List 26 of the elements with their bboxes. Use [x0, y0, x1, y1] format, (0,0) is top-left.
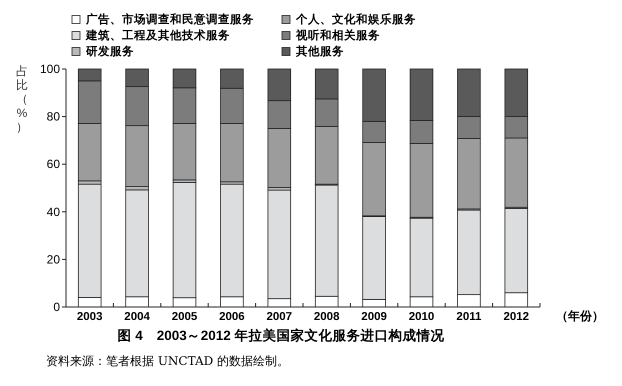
x-tick-label: 2006	[219, 311, 245, 323]
y-tick-label: 60	[46, 157, 60, 172]
legend-label: 建筑、工程及其他技术服务	[85, 28, 230, 42]
y-tick-label: 20	[46, 252, 60, 266]
legend-label: 研发服务	[85, 44, 134, 58]
x-tick-label: 2004	[124, 311, 150, 323]
x-tick-label: 2010	[408, 311, 434, 323]
legend-label: 广告、市场调查和民意调查服务	[85, 12, 254, 26]
x-tick-label: 2012	[504, 311, 530, 323]
y-axis-title: 占比（%）	[16, 64, 28, 134]
y-tick-label: 0	[53, 300, 60, 314]
x-tick-label: 2009	[361, 311, 387, 323]
text: 图 4 2003～2012 年拉美国家文化服务进口构成情况	[117, 327, 446, 343]
x-tick-label: 2011	[456, 311, 482, 323]
y-tick-label: 80	[46, 110, 60, 124]
y-tick-label: 100	[40, 62, 60, 76]
text: 资料来源：笔者根据 UNCTAD 的数据绘制。	[46, 354, 290, 368]
x-tick-label: 2008	[314, 311, 340, 323]
legend-label: 其他服务	[295, 44, 344, 58]
legend-label: 视听和相关服务	[295, 28, 380, 42]
x-axis-title: （年份）	[556, 309, 604, 323]
y-tick-label: 40	[46, 204, 60, 219]
legend-label: 个人、文化和娱乐服务	[295, 12, 416, 26]
x-tick-label: 2007	[266, 311, 292, 323]
x-tick-label: 2005	[172, 311, 198, 323]
x-tick-label: 2003	[76, 311, 102, 323]
